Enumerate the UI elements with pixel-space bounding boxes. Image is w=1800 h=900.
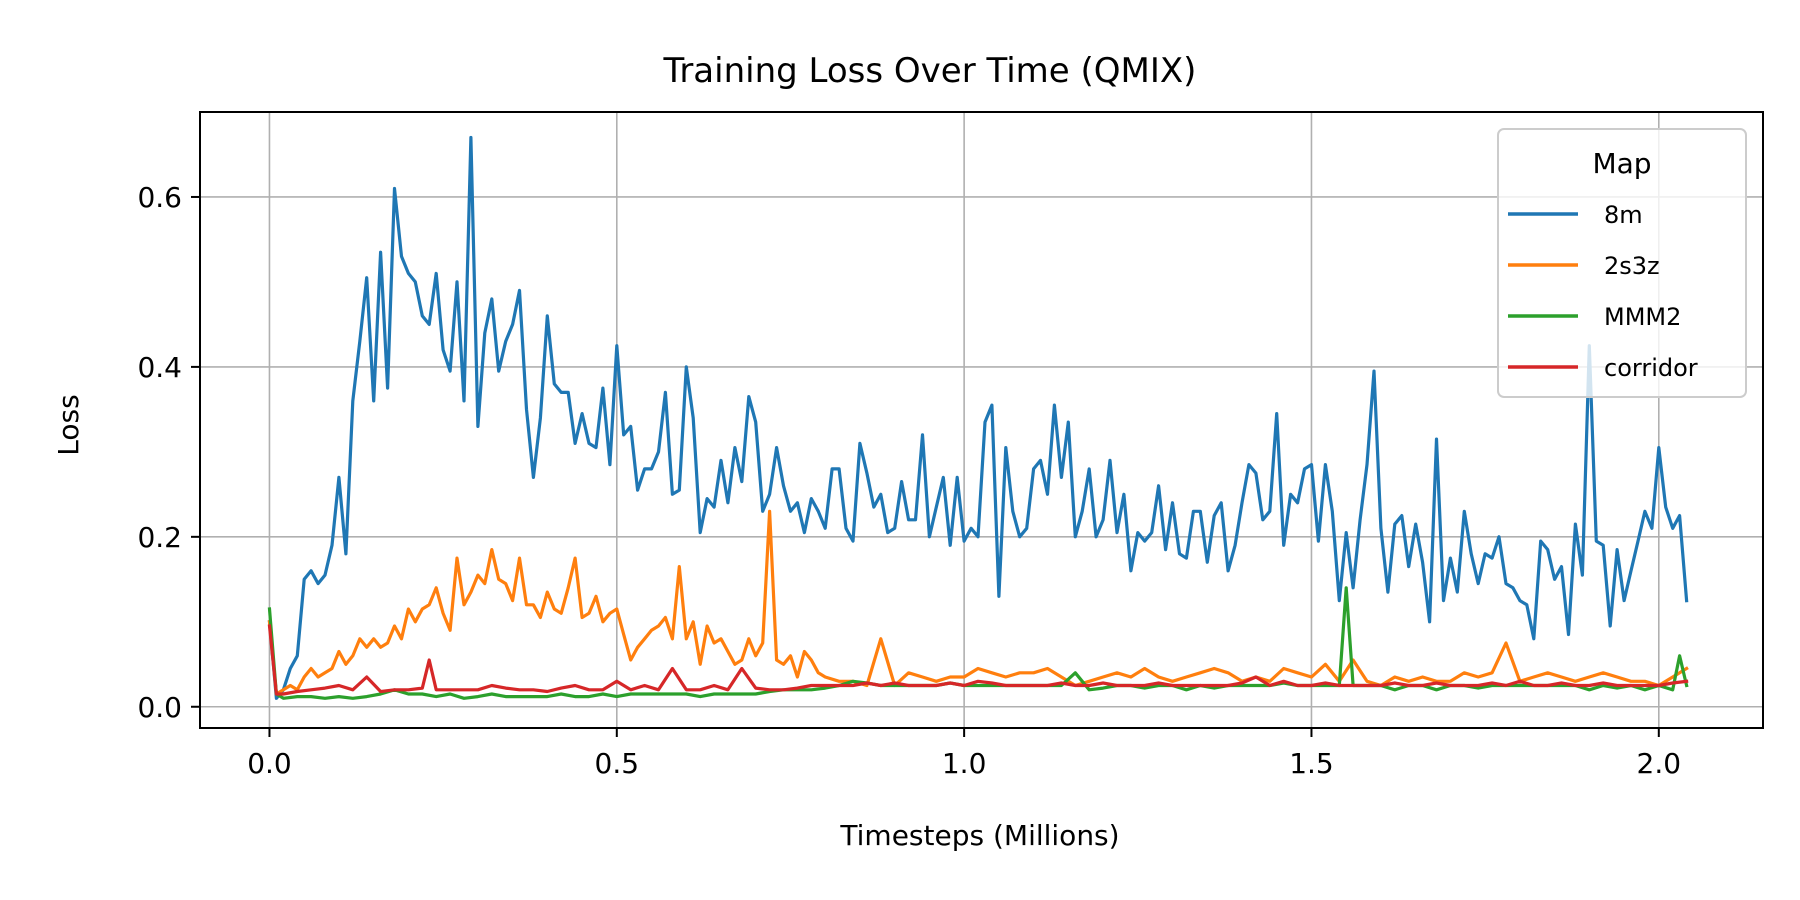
legend-label-corridor: corridor	[1604, 354, 1698, 382]
legend: Map 8m 2s3z MMM2 corridor	[1497, 128, 1747, 398]
legend-label-mmm2: MMM2	[1604, 303, 1681, 331]
x-tick-label: 1.5	[1289, 747, 1334, 780]
y-axis-title: Loss	[52, 394, 85, 455]
ticks-layer: 0.0 0.5 1.0 1.5 2.0 0.0 0.2 0.4 0.6	[137, 181, 1681, 780]
y-tick-label: 0.6	[137, 181, 182, 214]
x-tick-label: 1.0	[942, 747, 987, 780]
x-axis-title: Timesteps (Millions)	[839, 819, 1119, 852]
y-tick-label: 0.2	[137, 521, 182, 554]
chart-title: Training Loss Over Time (QMIX)	[663, 51, 1197, 91]
series-line-8m	[267, 135, 1689, 700]
y-tick-label: 0.4	[137, 351, 182, 384]
legend-title: Map	[1592, 147, 1651, 180]
series-layer	[267, 135, 1689, 700]
legend-box	[1497, 128, 1747, 398]
plot-frame	[199, 111, 1764, 729]
legend-label-8m: 8m	[1604, 201, 1643, 229]
x-tick-label: 0.5	[595, 747, 640, 780]
legend-items: 8m 2s3z MMM2 corridor	[1508, 201, 1698, 382]
series-line-2s3z	[267, 509, 1689, 696]
legend-label-2s3z: 2s3z	[1604, 252, 1660, 280]
series-line-corridor	[267, 624, 1689, 696]
x-tick-label: 0.0	[247, 747, 292, 780]
y-tick-label: 0.0	[137, 691, 182, 724]
x-tick-label: 2.0	[1637, 747, 1682, 780]
